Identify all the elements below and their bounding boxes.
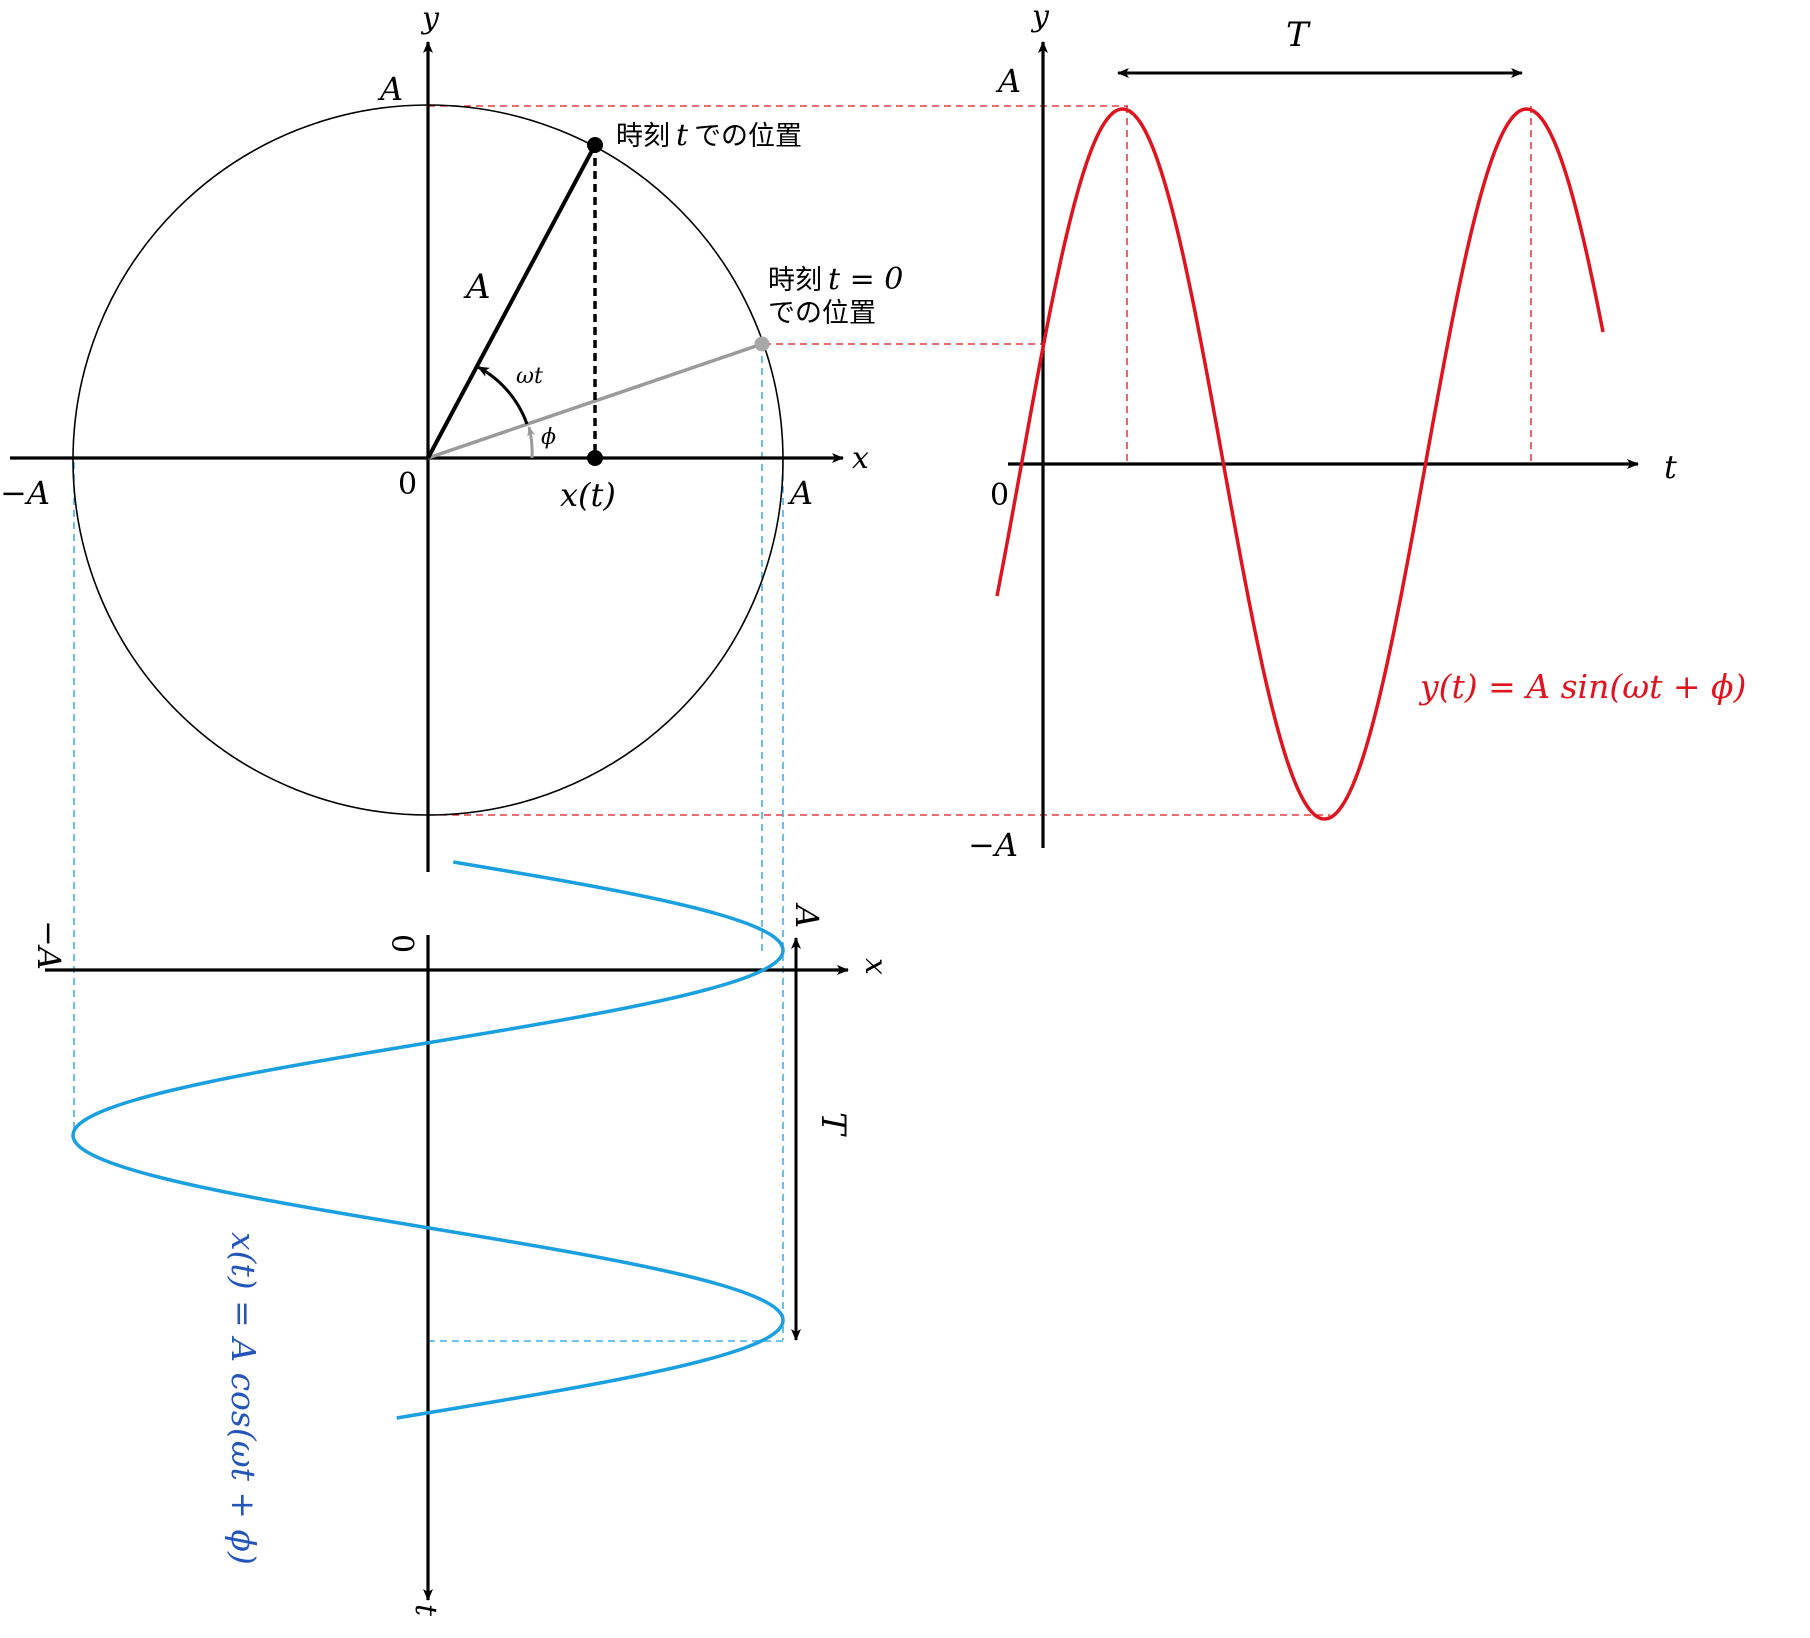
circle-origin-label: 0 [398, 467, 417, 502]
phase-arc [527, 426, 536, 459]
circle-top-amplitude-label: A [377, 70, 403, 108]
blue-guide-lines [73, 344, 784, 1342]
point-at-t [587, 137, 603, 153]
position-at-t0-caption-line2: での位置 [768, 298, 876, 329]
initial-point [754, 336, 770, 352]
sine-curve [995, 107, 1605, 821]
phase-label: ϕ [541, 425, 556, 450]
cosine-curve [71, 860, 785, 1420]
circle-x-axis-label: x [852, 441, 869, 476]
circle-y-axis-label: y [420, 1, 440, 36]
cos-formula: x(t) = A cos(ωt + ϕ) [224, 1232, 263, 1565]
cosine-panel: x t −A A 0 T x(t) = A cos(ωt + ϕ) [30, 860, 893, 1617]
red-guide-lines [428, 105, 1532, 816]
cos-right-amplitude-label: A [788, 902, 826, 928]
sine-bottom-amplitude-label: −A [968, 826, 1018, 864]
circle-right-amplitude-label: A [787, 474, 813, 512]
cos-t-axis-label: t [408, 1604, 443, 1617]
sine-top-amplitude-label: A [995, 62, 1021, 100]
sine-t-axis-label: t [1664, 448, 1677, 486]
cos-x-axis-label: x [858, 958, 893, 975]
sine-panel: y t A −A 0 T y(t) = A sin(ωt + ϕ) [968, 0, 1746, 864]
projection-point [587, 450, 603, 466]
angle-omega-t-label: ωt [516, 364, 543, 389]
radius-label: A [463, 267, 491, 307]
sine-period-label: T [1286, 15, 1311, 55]
circle-panel: y x A −A A 0 A ωt ϕ x(t) 時刻 t での位置 時刻 t = 0… [0, 1, 903, 872]
cos-period-label: T [813, 1112, 853, 1137]
cos-left-amplitude-label: −A [30, 920, 68, 970]
initial-radius [427, 342, 763, 460]
cos-origin-label: 0 [384, 934, 419, 953]
sine-y-axis-label: y [1030, 0, 1050, 34]
position-at-t-caption: 時刻 t での位置 [616, 118, 802, 153]
x-of-t-label: x(t) [560, 476, 616, 514]
radius-at-t [426, 144, 597, 459]
angle-omega-t-arc [477, 365, 529, 425]
sine-origin-label: 0 [990, 478, 1009, 513]
sine-formula: y(t) = A sin(ωt + ϕ) [1418, 667, 1746, 706]
circle-left-amplitude-label: −A [0, 474, 50, 512]
position-at-t0-caption: 時刻 t = 0 [768, 262, 903, 297]
